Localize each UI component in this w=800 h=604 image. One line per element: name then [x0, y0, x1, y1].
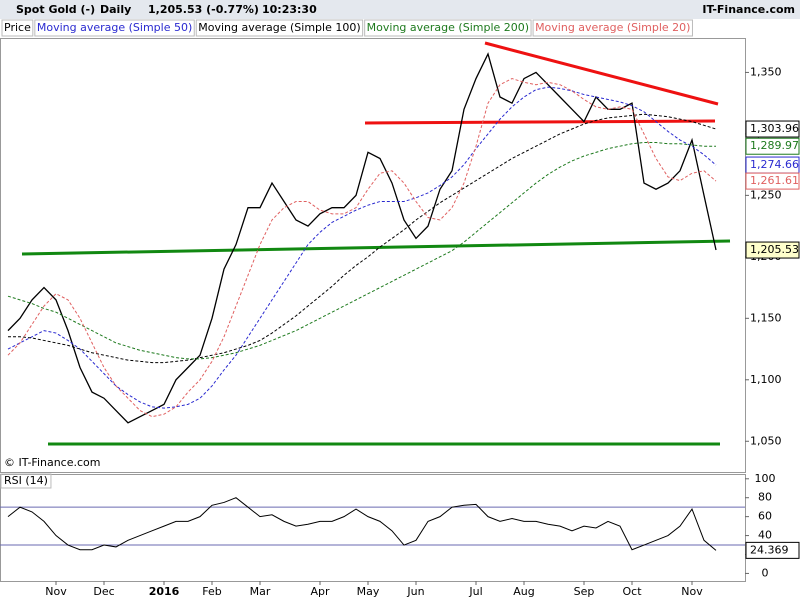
resistance-line	[364, 119, 716, 125]
rsi-y-tick-label: 80	[758, 491, 772, 504]
x-tick-label: Feb	[202, 585, 221, 598]
time: 10:23:30	[262, 3, 317, 16]
value-tag-label: 1,205.53	[750, 243, 799, 256]
x-tick-label: Jul	[468, 585, 482, 598]
x-tick-label: May	[357, 585, 380, 598]
rsi-pane	[0, 474, 746, 582]
series-line	[7, 142, 717, 360]
value-tag	[745, 541, 800, 559]
header-bar	[0, 0, 800, 19]
y-tick-label: 1,150	[750, 311, 782, 324]
x-tick-label: Apr	[310, 585, 330, 598]
series-line	[7, 86, 717, 409]
legend-item: Moving average (Simple 200)	[367, 21, 529, 34]
x-tick-label: Nov	[681, 585, 703, 598]
series-line	[8, 113, 717, 364]
x-tick-label: Jun	[406, 585, 424, 598]
title: Spot Gold (-)	[16, 3, 95, 16]
quote: 1,205.53 (-0.77%)	[148, 3, 259, 16]
series-line	[7, 497, 717, 551]
watermark: © IT-Finance.com	[4, 456, 101, 469]
legend-item: Moving average (Simple 20)	[535, 21, 690, 34]
value-tag	[745, 120, 800, 138]
legend-box	[195, 19, 364, 37]
value-tag-label: 1,274.66	[750, 158, 799, 171]
value-tag	[745, 137, 800, 155]
x-tick-label: Sep	[574, 585, 595, 598]
y-tick-label: 1,100	[750, 373, 782, 386]
trend-lines	[21, 41, 731, 446]
legend-box	[364, 19, 532, 37]
value-tag-label: 1,289.97	[750, 139, 799, 152]
legend-box	[532, 19, 693, 37]
y-tick-label: 1,050	[750, 434, 782, 447]
legend-item: Moving average (Simple 100)	[198, 21, 360, 34]
legend-box	[1, 19, 34, 37]
value-tag-label: 1,303.96	[750, 122, 799, 135]
interval: Daily	[100, 3, 131, 16]
value-tag	[745, 241, 800, 259]
source: IT-Finance.com	[702, 3, 795, 16]
rsi-y-tick-label: 60	[758, 510, 772, 523]
resistance-line	[484, 41, 719, 106]
x-tick-label: Mar	[250, 585, 271, 598]
value-tag-label: 24.369	[750, 543, 789, 556]
y-tick-label: 1,250	[750, 188, 782, 201]
legend-item: Moving average (Simple 50)	[37, 21, 192, 34]
rsi-y-tick-label: 100	[755, 472, 776, 485]
x-tick-label: Nov	[45, 585, 67, 598]
legend-box	[34, 19, 195, 37]
rsi-y-tick-label: 0	[762, 566, 769, 579]
value-tag	[745, 172, 800, 190]
rsi-y-tick-label: 40	[758, 529, 772, 542]
rsi-name: RSI (14)	[4, 474, 48, 487]
series-line	[7, 52, 717, 424]
legend-item: Price	[4, 21, 31, 34]
y-tick-label: 1,350	[750, 65, 782, 78]
x-tick-label: Dec	[93, 585, 114, 598]
value-tag-label: 1,261.61	[750, 174, 799, 187]
x-tick-label: 2016	[149, 585, 180, 598]
x-tick-label: Aug	[513, 585, 534, 598]
x-tick-label: Oct	[622, 585, 642, 598]
support-line	[21, 239, 731, 256]
rsi-name-box	[0, 473, 52, 489]
